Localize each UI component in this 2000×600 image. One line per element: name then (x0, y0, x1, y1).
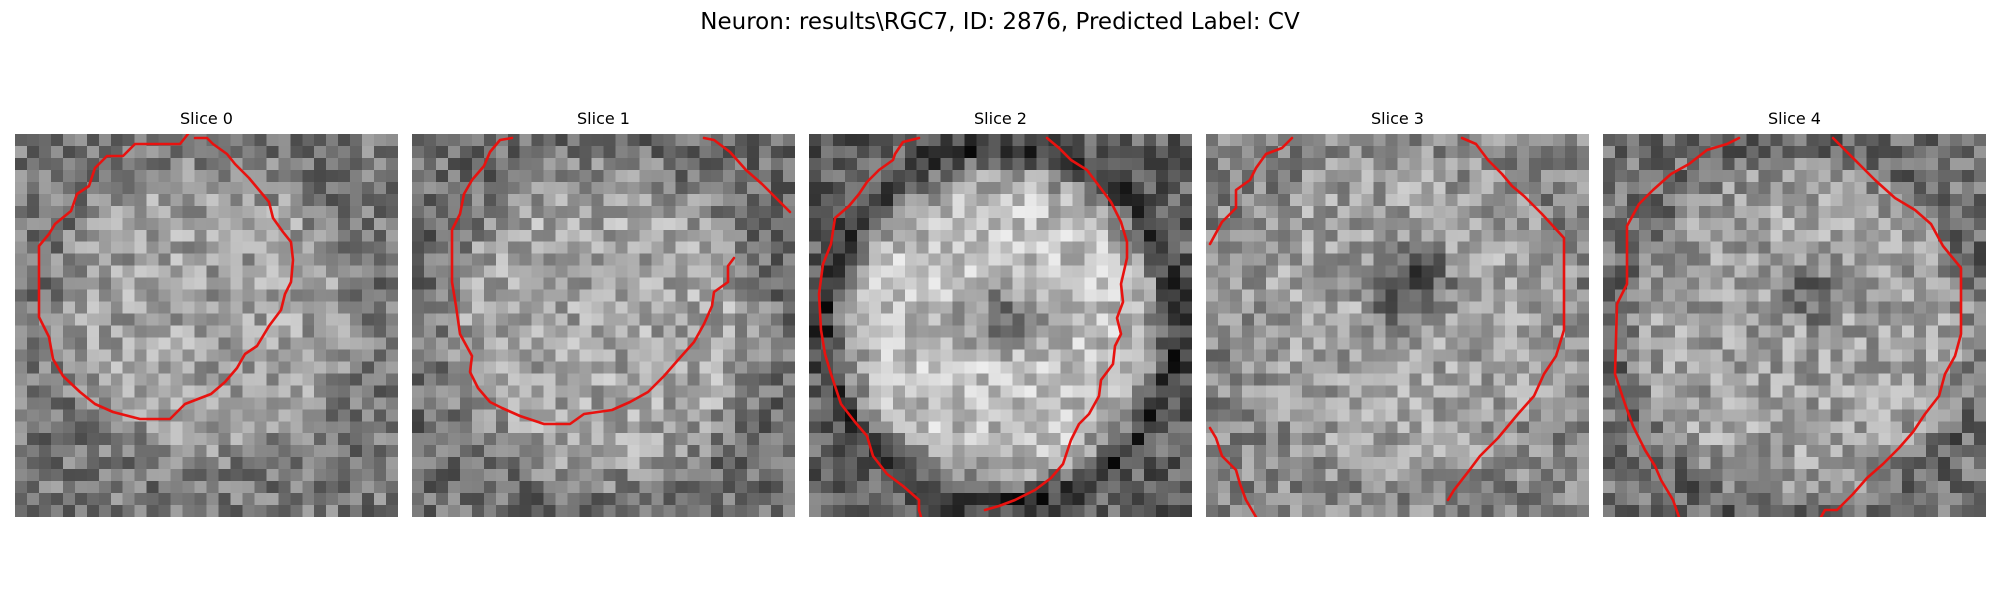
segmentation-overlay (37, 134, 295, 421)
contour-line (702, 136, 792, 214)
grayscale-slice-image (15, 134, 398, 517)
contour-line (983, 136, 1129, 512)
contour-line (1208, 426, 1258, 517)
slice-image (15, 134, 398, 517)
contour-line (1613, 136, 1741, 517)
slice-title: Slice 2 (974, 109, 1027, 128)
slice-title: Slice 1 (577, 109, 630, 128)
slice-image (412, 134, 795, 517)
segmentation-overlay (1208, 136, 1566, 517)
contour-line (1446, 136, 1566, 502)
slice-panel-3: Slice 3 (1206, 108, 1589, 520)
contour-line (1208, 136, 1294, 246)
slice-title: Slice 3 (1371, 109, 1424, 128)
segmentation-overlay (1613, 136, 1963, 517)
segmentation-overlay (817, 136, 1129, 517)
slice-title: Slice 0 (180, 109, 233, 128)
grayscale-slice-image (1603, 134, 1986, 517)
slice-image (1206, 134, 1589, 517)
contour-line (1819, 136, 1963, 517)
contour-line (817, 136, 923, 517)
slice-panel-2: Slice 2 (809, 108, 1192, 520)
figure-title: Neuron: results\RGC7, ID: 2876, Predicte… (700, 9, 1300, 35)
slice-image (1603, 134, 1986, 517)
slice-title: Slice 4 (1768, 109, 1821, 128)
contour-line (37, 134, 295, 421)
contour-line (450, 136, 736, 426)
slice-panel-0: Slice 0 (15, 108, 398, 520)
slice-image (809, 134, 1192, 517)
slice-panel-1: Slice 1 (412, 108, 795, 520)
segmentation-overlay (450, 136, 792, 426)
grayscale-slice-image (412, 134, 795, 517)
slice-panel-4: Slice 4 (1603, 108, 1986, 520)
